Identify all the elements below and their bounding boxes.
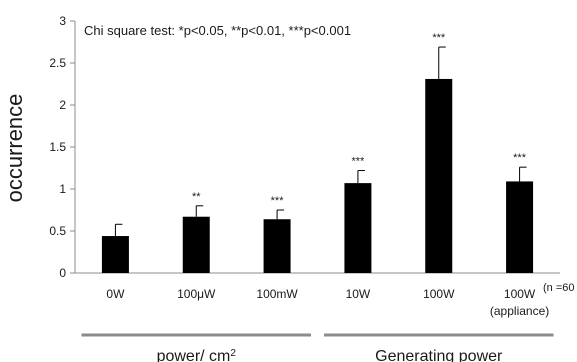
group-label-text: Generating power	[375, 348, 503, 362]
x-tick-label: 100W	[504, 287, 536, 301]
axes: 0 0.5 1 1.5 2 2.5 3	[49, 14, 560, 280]
bars: 0W ** 100μW *** 100mW *** 10W *** 100W *** 100W (ap…	[101, 32, 549, 318]
x-tick-label: 100mW	[256, 287, 298, 301]
y-tick-label: 2.5	[49, 56, 66, 70]
y-tick-label: 3	[59, 14, 66, 28]
group-label: Generating power	[375, 348, 503, 362]
significance-marker: ***	[271, 195, 285, 207]
group-label-text: power/ cm	[157, 348, 231, 362]
x-tick-label: 100W	[423, 287, 455, 301]
chart-annotation: Chi square test: *p<0.05, **p<0.01, ***p…	[84, 23, 351, 38]
y-tick-label: 1.5	[49, 140, 66, 154]
group-label-superscript: 2	[230, 348, 236, 359]
y-tick-label: 0.5	[49, 224, 66, 238]
y-axis-label: occurrence	[2, 94, 27, 203]
bar	[101, 236, 129, 273]
x-tick-label: 0W	[106, 287, 125, 301]
y-tick-label: 1	[59, 182, 66, 196]
bar	[344, 183, 372, 273]
significance-marker: **	[192, 191, 201, 203]
x-tick-label: 10W	[346, 287, 371, 301]
category-groups: power/ cm2 Generating power	[81, 333, 554, 362]
significance-marker: ***	[351, 156, 365, 168]
x-tick-sublabel: (appliance)	[490, 304, 549, 318]
bar	[425, 78, 453, 274]
significance-marker: ***	[432, 32, 446, 44]
significance-marker: ***	[513, 152, 527, 164]
bar	[263, 219, 291, 273]
sample-size-label: (n =60	[543, 282, 575, 294]
bar	[506, 181, 534, 273]
x-tick-label: 100μW	[177, 287, 216, 301]
y-tick-label: 0	[59, 266, 66, 280]
y-tick-label: 2	[59, 98, 66, 112]
bar	[182, 216, 210, 273]
group-label: power/ cm2	[157, 348, 237, 362]
